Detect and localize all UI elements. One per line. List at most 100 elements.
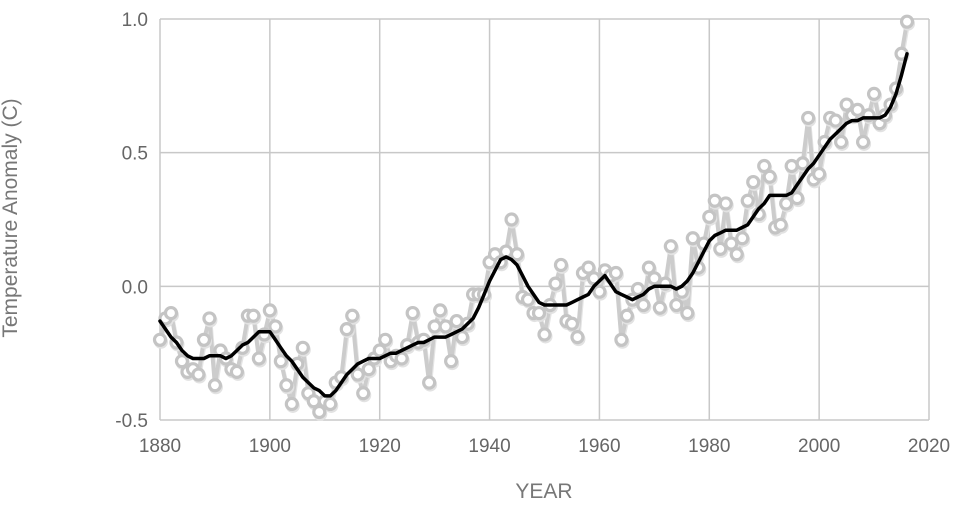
- x-tick-label: 1980: [688, 436, 730, 457]
- annual-data-point: [608, 265, 624, 281]
- annual-data-point: [757, 158, 772, 174]
- y-tick-label: 0.0: [122, 277, 148, 298]
- annual-data-point: [647, 271, 662, 286]
- annual-data-point: [504, 212, 519, 227]
- annual-data-point: [548, 276, 563, 291]
- annual-data-point: [663, 239, 678, 254]
- annual-data-point: [652, 300, 667, 315]
- annual-data-point: [680, 305, 695, 321]
- y-tick-label: -0.5: [115, 411, 148, 432]
- annual-data-point: [191, 367, 206, 382]
- annual-data-point: [773, 217, 788, 232]
- annual-data-point: [866, 86, 882, 101]
- annual-data-point: [702, 209, 717, 224]
- annual-data-point: [553, 257, 569, 273]
- lowess-smoothing-series: [158, 52, 909, 398]
- annual-data-point: [251, 351, 266, 366]
- annual-data-point: [707, 193, 722, 208]
- lowess-smoothing-line: [158, 52, 909, 398]
- annual-data-point: [378, 332, 393, 347]
- y-axis-ticks: 1.0 0.5 0.0 -0.5: [115, 10, 148, 432]
- annual-data-point: [795, 156, 810, 171]
- annual-data-point: [619, 308, 634, 323]
- annual-data-point: [438, 319, 453, 334]
- annual-data-point: [361, 362, 376, 377]
- annual-data-point: [163, 305, 179, 321]
- annual-data-point: [581, 260, 596, 275]
- annual-data-point: [262, 303, 277, 318]
- annual-data-point: [669, 297, 684, 313]
- annual-data-point: [345, 308, 360, 323]
- annual-data-point: [641, 260, 656, 275]
- annual-data-point: [685, 231, 700, 246]
- annual-data-point: [273, 354, 288, 369]
- annual-data-point: [372, 343, 387, 358]
- annual-data-point: [586, 271, 602, 286]
- y-tick-label: 0.5: [122, 144, 148, 165]
- annual-data-point: [152, 332, 168, 347]
- annual-data-point: [899, 14, 915, 29]
- annual-data-point: [762, 169, 777, 184]
- annual-data-point: [855, 134, 871, 150]
- annual-data-point: [449, 313, 464, 329]
- x-tick-label: 2000: [798, 436, 840, 457]
- annual-data-point: [246, 308, 261, 323]
- annual-data-point: [592, 284, 607, 299]
- annual-data-point: [812, 166, 827, 182]
- annual-data-point: [828, 113, 843, 128]
- annual-data-point: [339, 322, 354, 337]
- x-axis-ticks: 1880 1900 1920 1940 1960 1980 2000 2020: [139, 436, 950, 457]
- x-tick-label: 1900: [249, 436, 291, 457]
- annual-data-point: [284, 396, 299, 412]
- annual-data-point: [790, 191, 805, 206]
- x-tick-label: 2020: [908, 436, 950, 457]
- annual-data-point: [834, 134, 849, 150]
- annual-data-point: [427, 319, 442, 334]
- x-tick-label: 1940: [468, 436, 510, 457]
- annual-data-point: [279, 378, 294, 393]
- annual-mean-line: [158, 21, 909, 414]
- annual-data-point: [729, 247, 744, 262]
- annual-data-point: [520, 292, 536, 307]
- annual-data-point: [312, 404, 327, 420]
- annual-data-point: [422, 375, 437, 390]
- annual-mean-series: [152, 14, 916, 421]
- annual-data-point: [839, 97, 854, 112]
- annual-data-point: [724, 236, 739, 251]
- annual-data-point: [394, 351, 409, 366]
- annual-data-point: [735, 231, 750, 246]
- annual-data-point: [537, 327, 552, 342]
- x-tick-label: 1960: [578, 436, 620, 457]
- x-tick-label: 1880: [139, 436, 181, 457]
- annual-data-point: [718, 196, 733, 211]
- annual-data-point: [740, 193, 755, 208]
- annual-data-point: [531, 305, 547, 321]
- annual-data-point: [850, 102, 865, 117]
- x-axis-title: YEAR: [515, 480, 572, 503]
- annual-data-point: [570, 330, 585, 345]
- annual-data-point: [630, 281, 645, 297]
- annual-data-point: [268, 319, 283, 334]
- annual-data-point: [784, 158, 799, 174]
- annual-data-point: [433, 303, 448, 318]
- annual-data-point: [405, 305, 420, 321]
- annual-data-point: [746, 174, 761, 190]
- annual-data-point: [295, 340, 310, 355]
- annual-data-point: [801, 110, 816, 126]
- annual-data-point: [509, 247, 525, 262]
- annual-data-point: [779, 196, 794, 211]
- annual-data-point: [350, 367, 365, 382]
- y-axis-title: Temperature Anomaly (C): [0, 98, 22, 337]
- annual-data-point: [356, 386, 371, 401]
- annual-data-point: [174, 354, 190, 369]
- annual-data-point: [636, 297, 651, 313]
- x-tick-label: 1920: [359, 436, 401, 457]
- annual-data-point: [564, 316, 580, 331]
- annual-data-point: [713, 241, 728, 257]
- annual-data-point: [455, 330, 470, 345]
- annual-data-point: [444, 354, 459, 369]
- y-tick-label: 1.0: [122, 10, 148, 31]
- annual-data-point: [614, 332, 629, 347]
- annual-data-point: [323, 396, 338, 412]
